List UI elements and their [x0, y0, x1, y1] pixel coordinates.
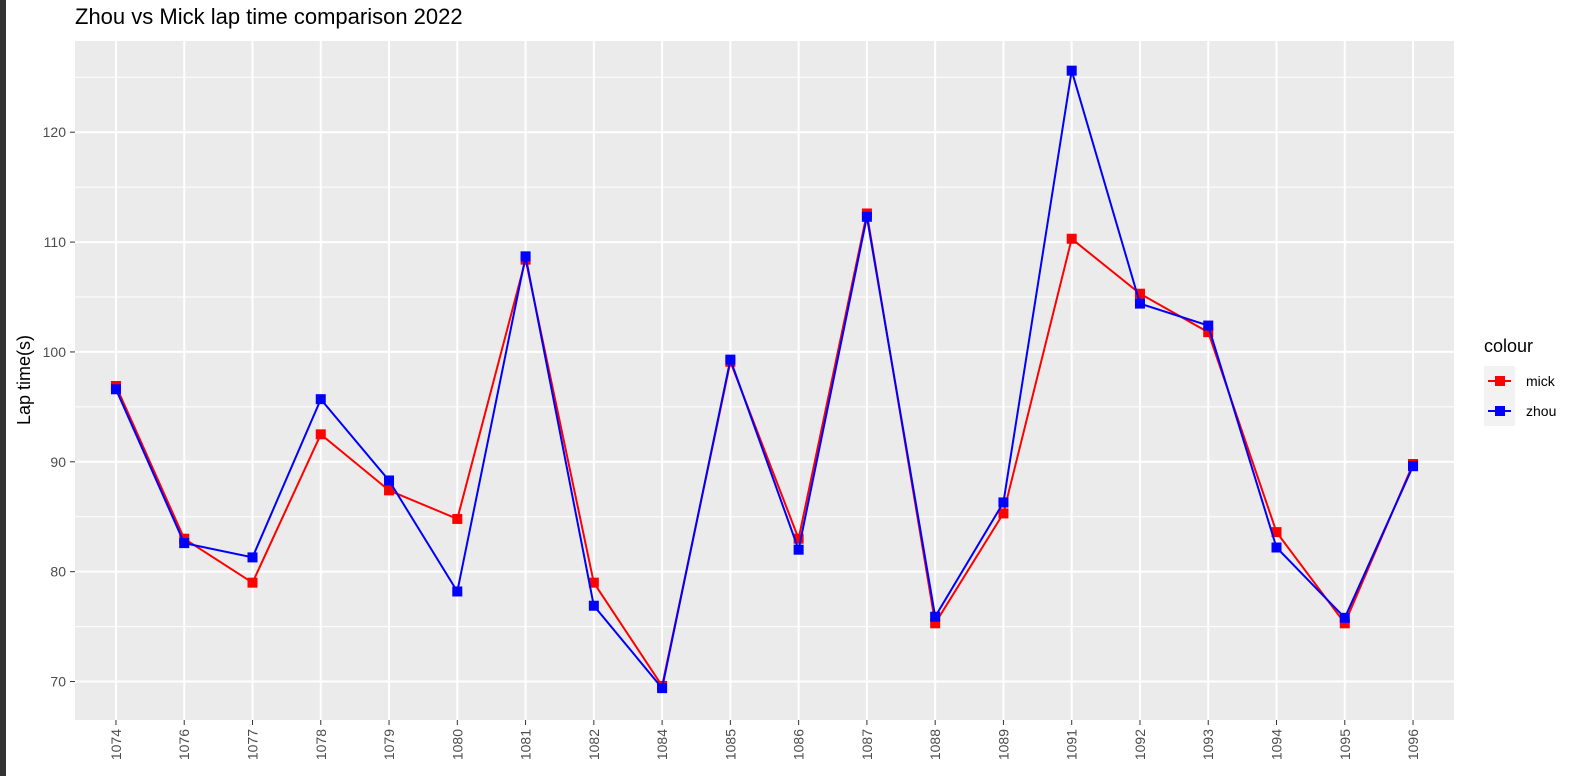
zhou-point — [725, 354, 736, 365]
x-tick-label: 1087 — [859, 729, 875, 760]
mick-point — [998, 508, 1009, 519]
y-tick-label: 80 — [50, 564, 66, 580]
zhou-point — [998, 497, 1009, 508]
x-tick-label: 1078 — [313, 729, 329, 760]
mick-point — [384, 485, 395, 496]
mick-point — [1134, 288, 1145, 299]
zhou-point — [861, 211, 872, 222]
zhou-point — [315, 394, 326, 405]
major-gridlines — [75, 41, 1454, 720]
chart-title: Zhou vs Mick lap time comparison 2022 — [75, 4, 463, 29]
y-axis: 70 80 90 100 110 120 — [43, 124, 75, 690]
zhou-point — [1066, 65, 1077, 76]
zhou-point — [179, 538, 190, 549]
zhou-point — [657, 683, 668, 694]
x-tick-label: 1079 — [381, 729, 397, 760]
mick-point — [452, 513, 463, 524]
zhou-point — [588, 600, 599, 611]
y-tick-label: 100 — [43, 344, 67, 360]
mick-point — [1066, 233, 1077, 244]
mick-point — [315, 429, 326, 440]
mick-point — [1339, 618, 1350, 629]
x-tick-label: 1094 — [1269, 729, 1285, 760]
y-tick-label: 110 — [44, 234, 67, 250]
x-tick-label: 1082 — [586, 729, 602, 760]
zhou-point — [452, 586, 463, 597]
zhou-point — [110, 384, 121, 395]
x-tick-label: 1088 — [927, 729, 943, 760]
window-edge — [0, 0, 6, 776]
series-layer — [110, 65, 1419, 694]
plot-panel — [75, 41, 1454, 720]
zhou-point — [247, 552, 258, 563]
legend-zhou-marker — [1495, 406, 1505, 416]
y-tick-label: 90 — [50, 454, 66, 470]
x-tick-label: 1081 — [518, 729, 534, 760]
zhou-point — [384, 475, 395, 486]
x-tick-label: 1080 — [449, 729, 465, 760]
zhou-series-line — [115, 70, 1414, 691]
mick-point — [1203, 327, 1214, 338]
zhou-point — [793, 544, 804, 555]
zhou-point — [930, 611, 941, 622]
y-tick-label: 70 — [50, 674, 66, 690]
x-tick-label: 1091 — [1064, 729, 1080, 760]
x-tick-label: 1092 — [1132, 729, 1148, 760]
mick-point — [793, 533, 804, 544]
mick-series-line — [115, 213, 1414, 689]
x-tick-label: 1076 — [176, 729, 192, 760]
x-tick-label: 1089 — [995, 729, 1011, 760]
mick-point — [1271, 527, 1282, 538]
legend-zhou-label: zhou — [1526, 403, 1556, 419]
mick-point — [588, 577, 599, 588]
zhou-point — [1339, 612, 1350, 623]
legend-title: colour — [1484, 336, 1533, 356]
mick-point — [930, 618, 941, 629]
minor-gridlines — [75, 76, 1454, 628]
x-tick-label: 1095 — [1337, 729, 1353, 760]
y-tick-label: 120 — [43, 124, 67, 140]
mick-point — [247, 577, 258, 588]
x-tick-label: 1084 — [654, 729, 670, 760]
x-tick-label: 1074 — [108, 729, 124, 760]
x-axis: 1074 1076 1077 1078 1079 1080 1081 1082 1084 1085… — [108, 720, 1421, 760]
legend-mick-label: mick — [1526, 373, 1556, 389]
zhou-point — [1203, 320, 1214, 331]
legend-mick-marker — [1495, 376, 1505, 386]
legend: colour mick zhou — [1484, 336, 1556, 426]
x-tick-label: 1093 — [1200, 729, 1216, 760]
y-axis-label: Lap time(s) — [14, 335, 34, 425]
zhou-point — [1134, 298, 1145, 309]
x-tick-label: 1086 — [791, 729, 807, 760]
x-tick-label: 1096 — [1405, 729, 1421, 760]
zhou-point — [520, 251, 531, 262]
zhou-point — [1271, 542, 1282, 553]
x-tick-label: 1085 — [722, 729, 738, 760]
x-tick-label: 1077 — [244, 729, 260, 760]
zhou-point — [1408, 461, 1419, 472]
